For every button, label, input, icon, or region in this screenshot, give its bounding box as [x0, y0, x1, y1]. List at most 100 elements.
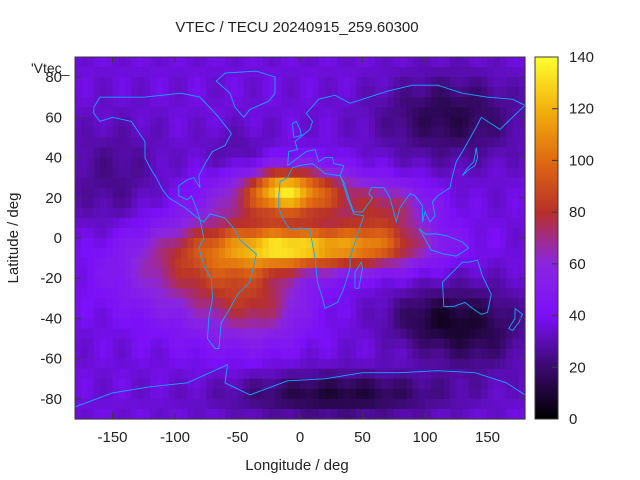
heat-cell	[312, 408, 320, 420]
heat-cell	[275, 358, 282, 370]
heat-cell	[412, 318, 420, 330]
heat-cell	[137, 408, 145, 420]
heat-cell	[87, 368, 95, 380]
heat-cell	[481, 288, 489, 299]
heat-cell	[262, 338, 270, 350]
heat-cell	[125, 197, 132, 209]
heat-cell	[150, 378, 157, 390]
heat-cell	[256, 378, 264, 390]
heat-cell	[81, 358, 89, 370]
heat-cell	[200, 398, 207, 410]
heat-cell	[206, 97, 214, 108]
heat-cell	[206, 77, 214, 88]
heat-cell	[100, 298, 107, 309]
heat-cell	[375, 398, 382, 410]
heat-cell	[218, 137, 226, 149]
heat-cell	[112, 197, 120, 209]
heat-cell	[362, 97, 370, 108]
heat-cell	[350, 288, 357, 299]
heat-cell	[100, 137, 107, 149]
heat-cell	[181, 378, 189, 390]
heat-cell	[118, 378, 126, 390]
heat-cell	[275, 207, 282, 219]
heat-cell	[168, 408, 176, 420]
heat-cell	[431, 258, 439, 269]
heat-cell	[512, 248, 520, 259]
heat-cell	[100, 67, 107, 78]
heat-cell	[318, 338, 326, 350]
heat-cell	[225, 278, 232, 289]
heat-cell	[293, 177, 301, 189]
heat-cell	[275, 167, 282, 179]
heat-cell	[393, 147, 401, 159]
heat-cell	[125, 87, 132, 98]
heat-cell	[312, 298, 320, 309]
heat-cell	[200, 308, 207, 320]
heat-cell	[462, 87, 470, 98]
heat-cell	[112, 368, 120, 380]
heat-cell	[462, 67, 470, 78]
heat-cell	[300, 258, 307, 269]
heat-cell	[93, 268, 101, 279]
heat-cell	[387, 278, 395, 289]
heat-cell	[462, 278, 470, 289]
heat-cell	[500, 318, 507, 330]
heat-cell	[356, 67, 364, 78]
heat-cell	[256, 308, 264, 320]
heat-cell	[125, 258, 132, 269]
heat-cell	[368, 177, 376, 189]
heat-cell	[231, 57, 239, 68]
heat-cell	[87, 308, 95, 320]
heat-cell	[100, 217, 107, 229]
heat-cell	[275, 67, 282, 78]
heat-cell	[137, 77, 145, 88]
heat-cell	[518, 408, 526, 420]
heat-cell	[181, 348, 189, 360]
heat-cell	[431, 227, 439, 239]
heat-cell	[256, 157, 264, 169]
coastline-south-america	[198, 213, 257, 350]
heat-cell	[368, 368, 376, 380]
heat-cell	[300, 197, 307, 209]
heat-cell	[268, 258, 276, 269]
heat-cell	[275, 318, 282, 330]
heat-cell	[112, 147, 120, 159]
heat-cell	[181, 157, 189, 169]
heat-cell	[331, 127, 339, 139]
heat-cell	[506, 127, 514, 139]
heat-cell	[437, 238, 445, 249]
y-tick-label: 80	[45, 69, 62, 86]
vtec-heatmap	[75, 57, 526, 420]
heat-cell	[456, 248, 464, 259]
heat-cell	[481, 117, 489, 128]
heat-cell	[406, 97, 414, 108]
heat-cell	[187, 388, 195, 400]
heat-cell	[93, 408, 101, 420]
heat-cell	[331, 147, 339, 159]
heat-cell	[93, 248, 101, 259]
heat-cell	[412, 107, 420, 118]
heat-cell	[262, 278, 270, 289]
heat-cell	[443, 368, 451, 380]
heat-cell	[75, 67, 82, 78]
heat-cell	[300, 238, 307, 249]
heat-cell	[512, 398, 520, 410]
heat-cell	[193, 398, 201, 410]
heat-cell	[400, 157, 407, 169]
heat-cell	[393, 227, 401, 239]
heat-cell	[481, 338, 489, 350]
heat-cell	[187, 217, 195, 229]
heat-cell	[237, 258, 245, 269]
heat-cell	[81, 137, 89, 149]
heat-cell	[431, 197, 439, 209]
heat-cell	[262, 157, 270, 169]
heat-cell	[106, 338, 114, 350]
heat-cell	[93, 288, 101, 299]
heat-cell	[206, 328, 214, 340]
heat-cell	[437, 57, 445, 68]
heat-cell	[93, 378, 101, 390]
heat-cell	[500, 368, 507, 380]
heat-cell	[450, 197, 457, 209]
heat-cell	[150, 97, 157, 108]
heat-cell	[218, 348, 226, 360]
